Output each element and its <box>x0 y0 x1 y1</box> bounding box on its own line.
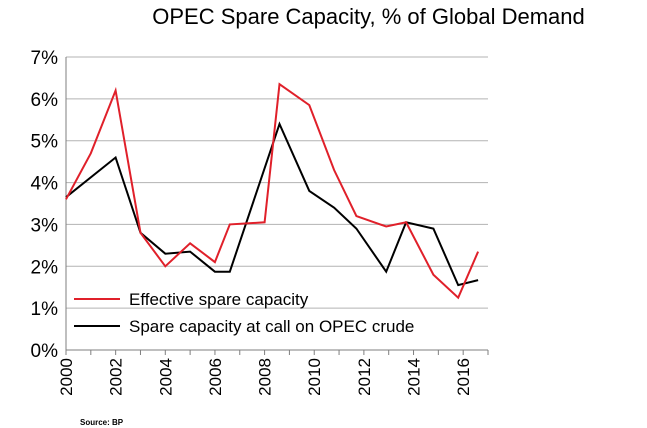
x-tick-label: 2008 <box>256 358 275 396</box>
x-tick-label: 2010 <box>305 358 324 396</box>
x-tick-label: 2000 <box>57 358 76 396</box>
y-tick-label: 4% <box>31 174 59 195</box>
y-tick-label: 0% <box>31 341 59 362</box>
source-note: Source: BP <box>80 418 124 427</box>
x-tick-label: 2016 <box>454 358 473 396</box>
x-tick-label: 2012 <box>355 358 374 396</box>
legend-label: Effective spare capacity <box>129 290 309 309</box>
x-tick-label: 2014 <box>405 358 424 396</box>
x-tick-labels: 2000 2002 2004 2006 2008 2010 2012 2014 2016 <box>57 358 473 396</box>
y-tick-label: 2% <box>31 257 59 278</box>
y-tick-label: 7% <box>31 48 59 69</box>
legend-label: Spare capacity at call on OPEC crude <box>129 317 414 336</box>
spare-capacity-call-on-opec-line <box>65 121 479 287</box>
legend: Effective spare capacity Spare capacity a… <box>74 290 414 336</box>
y-tick-labels: 0% 1% 2% 3% 4% 5% 6% 7% <box>31 48 59 362</box>
gridlines <box>66 56 488 309</box>
y-tick-label: 6% <box>31 90 59 111</box>
x-tick-label: 2004 <box>156 358 175 396</box>
y-tick-label: 3% <box>31 215 59 236</box>
chart-title: OPEC Spare Capacity, % of Global Demand <box>152 4 585 29</box>
axes <box>65 57 489 355</box>
x-tick-label: 2006 <box>206 358 225 396</box>
y-tick-label: 5% <box>31 132 59 153</box>
y-tick-label: 1% <box>31 299 59 320</box>
series-lines <box>65 82 480 300</box>
x-tick-label: 2002 <box>107 358 126 396</box>
effective-spare-capacity-line <box>65 82 480 300</box>
